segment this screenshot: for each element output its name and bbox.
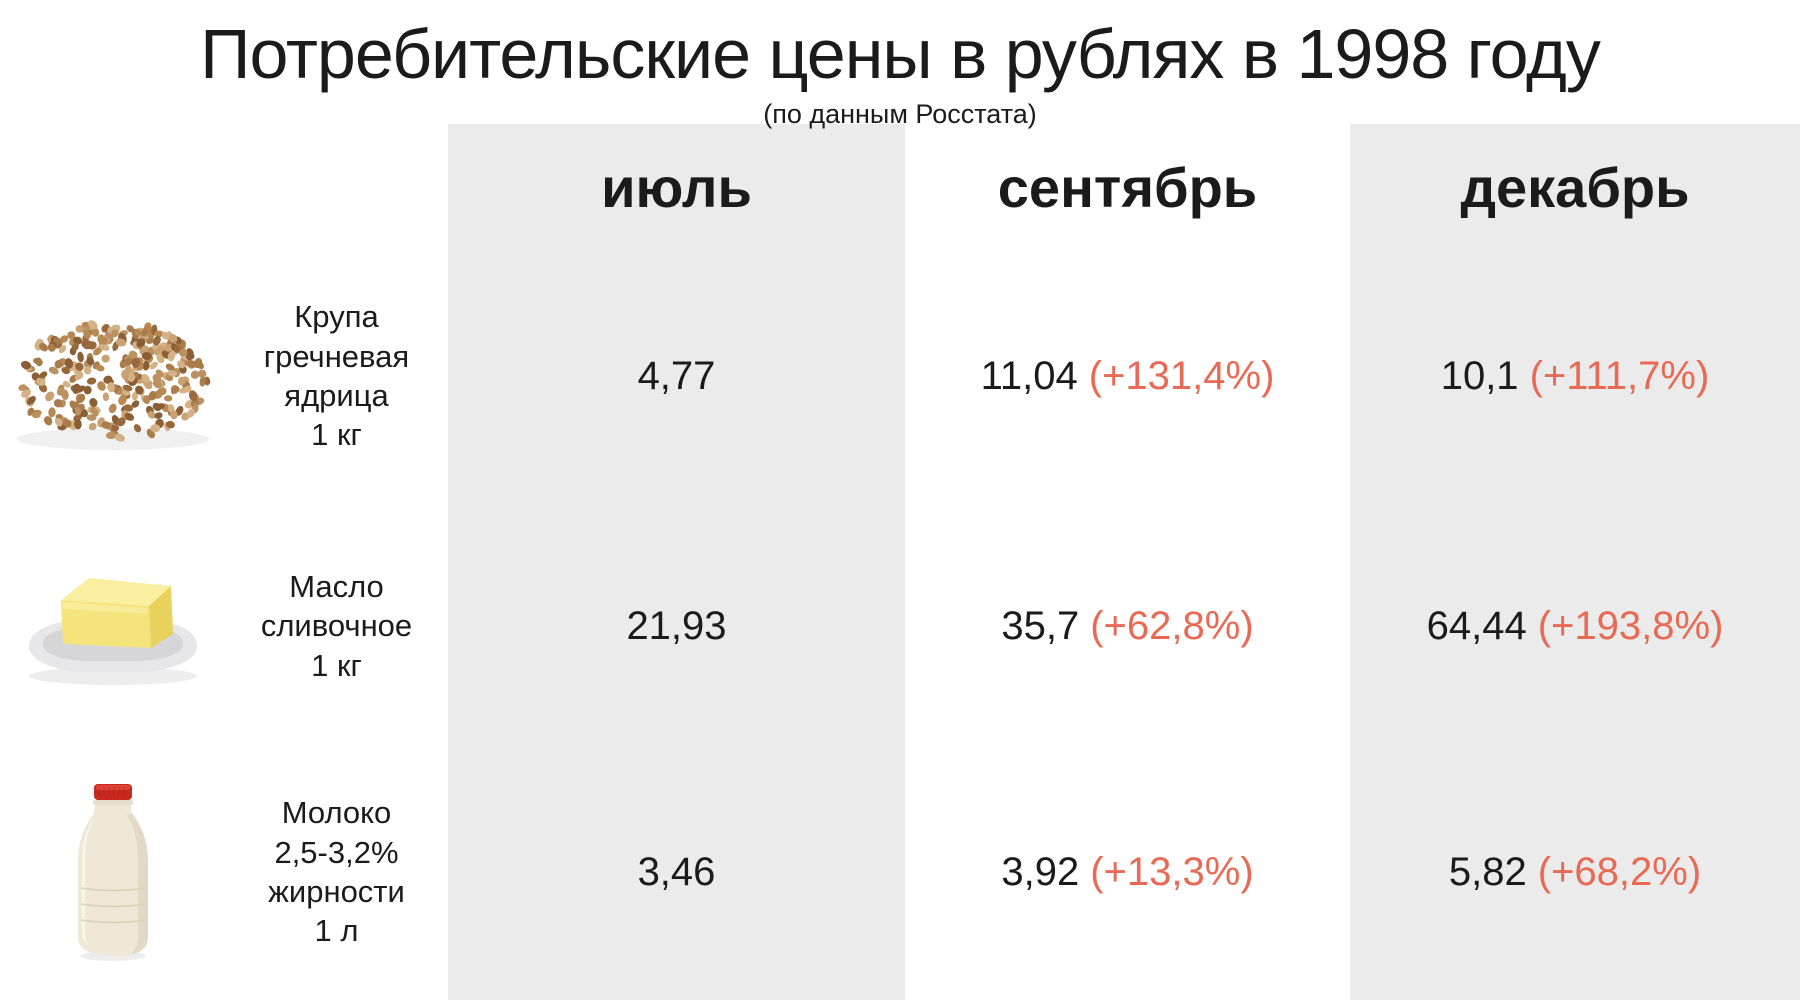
product-label-buckwheat: Крупа гречневая ядрица 1 кг [225, 256, 448, 496]
price-change: (+193,8%) [1537, 603, 1724, 648]
price-butter-july: 21,93 [448, 506, 905, 746]
label-line: жирности [268, 874, 405, 909]
buckwheat-icon [16, 320, 210, 450]
label-line: 1 кг [311, 417, 362, 453]
page-subtitle: (по данным Росстата) [763, 99, 1037, 129]
milk-image-cell [0, 752, 225, 992]
price-value: 11,04 [980, 353, 1078, 398]
price-value: 4,77 [637, 353, 716, 398]
price-change: (+131,4%) [1088, 353, 1275, 398]
price-change: (+111,7%) [1529, 353, 1710, 398]
price-value: 64,44 [1426, 603, 1527, 648]
price-buckwheat-december: 10,1 (+111,7%) [1350, 256, 1800, 496]
price-buckwheat-july: 4,77 [448, 256, 905, 496]
buckwheat-image-cell [0, 256, 225, 496]
butter-image-cell [0, 506, 225, 746]
label-line: Крупа [294, 299, 379, 335]
label-line: 1 кг [311, 647, 362, 683]
price-change: (+62,8%) [1090, 603, 1254, 648]
product-label-butter: Масло сливочное 1 кг [225, 506, 448, 746]
price-value: 35,7 [1001, 603, 1080, 648]
label-line: Масло [289, 568, 384, 604]
price-value: 5,82 [1448, 849, 1527, 894]
label-line: 2,5-3,2% [274, 834, 399, 870]
label-line: Молоко [281, 795, 392, 831]
label-line: 1 л [314, 913, 359, 949]
label-line: гречневая [263, 338, 410, 374]
price-change: (+13,3%) [1090, 849, 1254, 894]
milk-bottle-icon [77, 784, 148, 961]
column-header-september: сентябрь [997, 156, 1258, 219]
price-buckwheat-september: 11,04 (+131,4%) [905, 256, 1350, 496]
price-value: 21,93 [626, 603, 727, 648]
label-line: сливочное [260, 608, 413, 644]
price-butter-december: 64,44 (+193,8%) [1350, 506, 1800, 746]
page-title: Потребительские цены в рублях в 1998 год… [200, 15, 1601, 93]
label-line: ядрица [284, 378, 389, 413]
price-butter-september: 35,7 (+62,8%) [905, 506, 1350, 746]
price-value: 10,1 [1440, 353, 1519, 398]
column-header-july: июль [601, 156, 752, 219]
column-bg-december [1350, 124, 1800, 1000]
price-milk-september: 3,92 (+13,3%) [905, 752, 1350, 992]
column-bg-july [448, 124, 905, 1000]
price-change: (+68,2%) [1537, 849, 1702, 894]
price-value: 3,92 [1001, 849, 1080, 894]
product-label-milk: Молоко 2,5-3,2% жирности 1 л [225, 752, 448, 992]
price-milk-december: 5,82 (+68,2%) [1350, 752, 1800, 992]
price-milk-july: 3,46 [448, 752, 905, 992]
butter-icon [28, 578, 197, 685]
price-value: 3,46 [637, 849, 716, 894]
column-header-december: декабрь [1460, 156, 1690, 219]
